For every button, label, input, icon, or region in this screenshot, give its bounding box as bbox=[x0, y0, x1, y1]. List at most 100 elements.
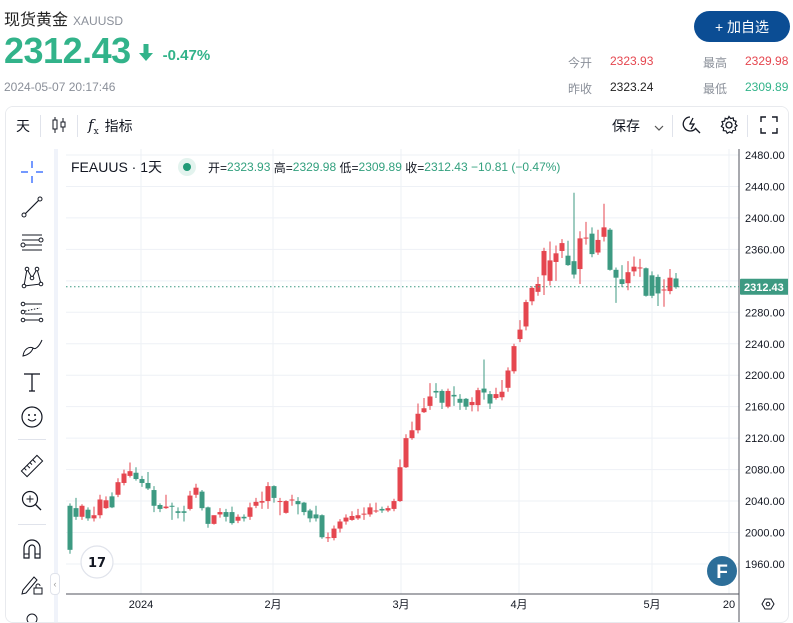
candle bbox=[253, 501, 259, 506]
indicators-button[interactable]: fx 指标 bbox=[78, 107, 143, 145]
candle bbox=[439, 390, 445, 403]
price-axis-label: 2440.00 bbox=[745, 181, 785, 193]
quote-timestamp: 2024-05-07 20:17:46 bbox=[4, 80, 116, 94]
lock-drawings-tool[interactable] bbox=[19, 573, 45, 599]
legend-close-label: 收= bbox=[405, 160, 425, 175]
candle bbox=[127, 471, 133, 476]
candle bbox=[457, 398, 463, 403]
tradingview-logo[interactable] bbox=[80, 545, 114, 579]
chart-type-button[interactable] bbox=[41, 107, 77, 145]
text-tool[interactable] bbox=[19, 371, 45, 397]
drawing-toolbar bbox=[6, 149, 58, 622]
candle bbox=[469, 401, 475, 406]
price-axis-label: 2360.00 bbox=[745, 244, 785, 256]
candle bbox=[187, 495, 193, 509]
instrument-symbol: XAUUSD bbox=[73, 14, 124, 28]
chart-legend: FEAUUS · 1天 开= 2323.93 高= 2329.98 低= 2309.8… bbox=[71, 157, 560, 177]
add-to-watchlist-button[interactable]: + 加自选 bbox=[694, 11, 790, 42]
price-chart[interactable]: 2480.00 2440.00 2400.00 2360.00 2280.00 2240.… bbox=[61, 149, 789, 623]
candle bbox=[283, 501, 289, 513]
candle bbox=[403, 438, 409, 468]
candle bbox=[97, 499, 103, 516]
crosshair-icon bbox=[20, 160, 44, 189]
low-label: 最低 bbox=[703, 82, 728, 96]
candle bbox=[313, 514, 319, 519]
interval-button[interactable]: 天 bbox=[16, 118, 30, 134]
magnet-icon bbox=[20, 537, 44, 566]
candle bbox=[181, 511, 187, 513]
candle bbox=[193, 487, 199, 495]
high-value: 2329.98 bbox=[745, 54, 789, 68]
settings-button[interactable] bbox=[711, 107, 747, 145]
candle bbox=[565, 255, 571, 266]
open-stat: 今开 bbox=[568, 54, 592, 71]
more-tools[interactable] bbox=[19, 608, 45, 622]
candle bbox=[217, 512, 223, 515]
horizontal-lines-tool[interactable] bbox=[19, 231, 45, 257]
save-menu-button[interactable] bbox=[646, 107, 672, 145]
pencil-lock-icon bbox=[20, 572, 44, 601]
market-status-icon bbox=[178, 158, 197, 176]
trendline-tool[interactable] bbox=[19, 196, 45, 222]
time-axis-label: 4月 bbox=[510, 599, 527, 611]
indicators-label: 指标 bbox=[104, 118, 133, 134]
zoom-in-icon bbox=[20, 489, 44, 518]
candle bbox=[649, 275, 655, 296]
candle bbox=[625, 272, 631, 284]
instrument-name: 现货黄金 bbox=[4, 12, 69, 29]
down-arrow-icon bbox=[138, 43, 153, 67]
chart-toolbar: 天 fx 指标 保存 bbox=[6, 107, 788, 145]
open-value: 2323.93 bbox=[610, 54, 654, 68]
price-axis-label: 1960.00 bbox=[745, 559, 785, 571]
candle bbox=[535, 283, 541, 292]
candle bbox=[139, 479, 145, 483]
candle bbox=[319, 515, 325, 538]
save-button[interactable]: 保存 bbox=[602, 107, 646, 145]
candle bbox=[451, 394, 457, 397]
candle bbox=[277, 501, 283, 503]
candle bbox=[295, 501, 301, 505]
parallel-lines-icon bbox=[20, 230, 44, 259]
brand-f-logo bbox=[707, 556, 737, 586]
prev-close-value: 2323.24 bbox=[610, 80, 654, 94]
candle bbox=[481, 388, 487, 393]
toolbar-right: 保存 bbox=[602, 107, 788, 145]
pattern-tool[interactable] bbox=[19, 266, 45, 292]
candle bbox=[409, 430, 415, 439]
candle bbox=[151, 490, 157, 506]
candle bbox=[331, 528, 337, 539]
legend-close: 2312.43 bbox=[424, 160, 468, 174]
collapse-toolbar-button[interactable]: ‹ bbox=[50, 573, 60, 595]
candle bbox=[463, 398, 469, 407]
fib-tool[interactable] bbox=[19, 301, 45, 327]
brush-tool[interactable] bbox=[19, 336, 45, 362]
function-icon: fx bbox=[88, 115, 99, 137]
candlestick-chart[interactable]: 2480.00 2440.00 2400.00 2360.00 2280.00 2240.… bbox=[61, 149, 789, 623]
last-price-tag bbox=[740, 278, 788, 295]
measure-tool[interactable] bbox=[19, 454, 45, 481]
price-axis-label: 2240.00 bbox=[745, 339, 785, 351]
magnet-tool[interactable] bbox=[19, 538, 45, 564]
candle bbox=[475, 390, 481, 406]
quick-search-button[interactable] bbox=[673, 107, 711, 145]
axis-settings-icon[interactable] bbox=[761, 598, 775, 610]
candle bbox=[397, 467, 403, 502]
time-axis-label: 2024 bbox=[129, 599, 153, 611]
fullscreen-button[interactable] bbox=[748, 107, 788, 145]
candle bbox=[601, 227, 607, 237]
candle bbox=[415, 413, 421, 431]
candle bbox=[487, 394, 493, 404]
candle bbox=[385, 508, 391, 511]
candle bbox=[511, 346, 517, 372]
candle bbox=[619, 279, 625, 284]
emoji-tool[interactable] bbox=[19, 405, 45, 432]
instrument-name-row: 现货黄金 XAUUSD bbox=[4, 6, 123, 30]
legend-title: FEAUUS · 1天 bbox=[71, 159, 163, 175]
low-stat: 最低 bbox=[703, 80, 727, 97]
crosshair-tool[interactable] bbox=[19, 160, 45, 189]
zoom-tool[interactable] bbox=[19, 490, 45, 516]
toolbar-divider bbox=[18, 524, 46, 525]
candle bbox=[445, 390, 451, 407]
low-value: 2309.89 bbox=[745, 80, 789, 94]
candle bbox=[655, 276, 661, 294]
